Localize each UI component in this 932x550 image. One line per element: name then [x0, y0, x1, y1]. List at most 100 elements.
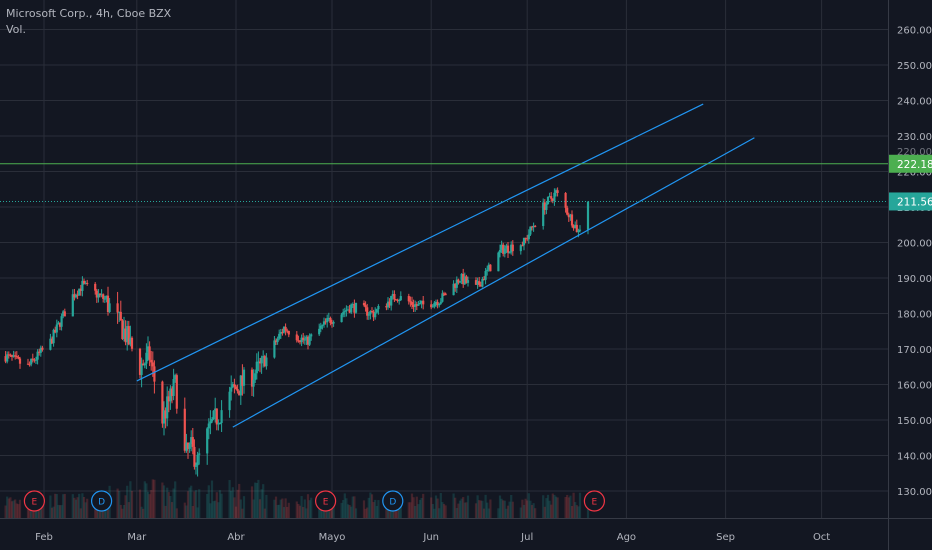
candle-body: [79, 288, 82, 291]
price-tick-label: 220.00: [897, 168, 932, 179]
candle-body: [169, 388, 172, 402]
volume-bar: [458, 500, 462, 518]
candle-body: [302, 337, 305, 340]
earnings-marker[interactable]: [583, 490, 606, 512]
candle-body: [119, 311, 122, 321]
volume-bar: [414, 505, 417, 518]
candle-body: [465, 276, 468, 283]
volume-bar: [503, 500, 506, 518]
candle-body: [458, 281, 462, 283]
volume-bar: [279, 499, 282, 518]
candle-body: [350, 304, 353, 313]
volume-bar: [527, 493, 530, 518]
volume-bar: [308, 500, 311, 518]
candle-body: [572, 225, 575, 229]
candle-body: [478, 281, 481, 285]
volume-bar: [522, 504, 526, 518]
candle-body: [489, 264, 492, 272]
volume-bar: [508, 501, 511, 518]
volume-bar: [306, 494, 310, 518]
volume-bar: [418, 499, 422, 518]
volume-bar: [218, 490, 222, 518]
candle-body: [575, 224, 578, 233]
volume-bar: [550, 504, 553, 518]
channel-lower-line[interactable]: [232, 137, 755, 428]
candle-body: [39, 347, 42, 353]
volume-bar: [52, 506, 55, 518]
volume-bar: [430, 497, 433, 518]
volume-bar: [439, 493, 442, 518]
symbol-title[interactable]: Microsoft Corp., 4h, Cboe BZX: [6, 7, 172, 20]
volume-bar: [481, 500, 484, 518]
volume-bar: [466, 495, 470, 518]
candle-body: [342, 312, 345, 315]
candle-body: [241, 375, 244, 386]
time-tick-label: Jun: [422, 532, 439, 543]
candle-body: [274, 340, 278, 343]
volume-bar: [300, 496, 303, 518]
candle-body: [102, 294, 105, 299]
volume-bar: [556, 497, 559, 518]
volume-bar: [303, 499, 306, 518]
volume-bar: [422, 493, 425, 518]
volume-bar: [73, 497, 76, 518]
candle-body: [330, 322, 334, 324]
channel-upper-line[interactable]: [136, 103, 704, 382]
candle-body: [318, 328, 321, 335]
volume-bar: [302, 507, 305, 518]
price-tick-label: 140.00: [897, 452, 932, 463]
candle-body: [129, 337, 132, 345]
dividend-marker[interactable]: [382, 490, 404, 512]
dividend-marker[interactable]: [90, 490, 113, 512]
volume-bar: [324, 508, 327, 518]
volume-bar: [196, 507, 199, 518]
candle-body: [210, 419, 214, 422]
volume-bar: [215, 492, 218, 518]
time-tick-label: Jul: [520, 532, 533, 543]
candle-body: [462, 273, 465, 285]
candle-body: [207, 423, 210, 429]
candle-body: [12, 355, 15, 357]
candle-body: [255, 361, 258, 374]
candle-body: [36, 351, 39, 360]
candle-body: [100, 294, 103, 296]
candle-body: [332, 322, 335, 324]
candle-body: [172, 379, 175, 396]
candle-body: [452, 283, 455, 296]
candle-body: [407, 296, 410, 302]
volume-bar: [410, 493, 414, 518]
candle-body: [121, 320, 124, 340]
volume-indicator-label[interactable]: Vol.: [6, 23, 26, 36]
volume-bar: [12, 500, 15, 518]
candle-body: [306, 336, 310, 345]
candle-body: [530, 226, 534, 228]
volume-bar: [260, 489, 263, 518]
price-tick-label: 170.00: [897, 345, 932, 356]
volume-bar: [74, 499, 78, 518]
volume-bar: [257, 479, 260, 518]
earnings-marker[interactable]: [315, 490, 337, 512]
volume-bar: [305, 508, 308, 518]
volume-bar: [586, 502, 590, 518]
candle-body: [265, 357, 268, 367]
candle-body: [521, 245, 524, 247]
volume-bar: [206, 493, 209, 518]
candle-body: [130, 337, 134, 349]
candle-body: [377, 306, 380, 310]
candle-body: [260, 357, 263, 364]
candle-body: [415, 304, 418, 306]
candle-body: [220, 410, 223, 423]
volume-bar: [174, 481, 177, 518]
volume-bar: [436, 498, 439, 518]
earnings-marker[interactable]: [23, 490, 46, 512]
volume-bar: [58, 505, 62, 518]
candle-body: [431, 306, 434, 308]
volume-bar: [542, 495, 545, 518]
candle-body: [84, 282, 87, 284]
candle-body: [252, 379, 255, 387]
candle-body: [281, 332, 284, 334]
volume-bar: [545, 498, 548, 518]
volume-bar: [94, 502, 97, 518]
candle-body: [215, 408, 218, 425]
